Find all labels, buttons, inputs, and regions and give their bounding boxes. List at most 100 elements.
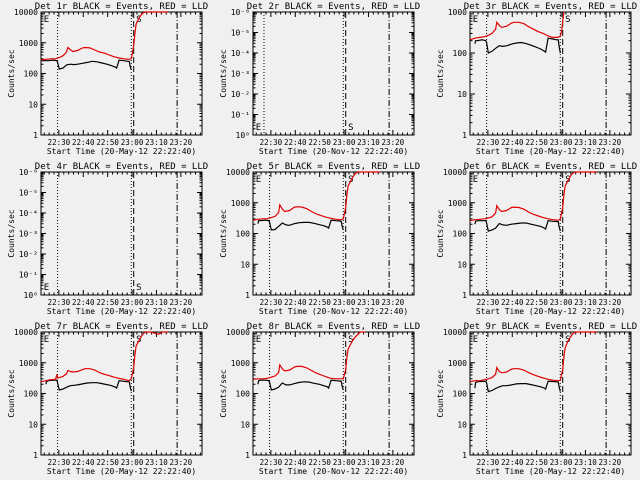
chart-title: Det 8r BLACK = Events, RED = LLD <box>247 322 420 332</box>
events-series-line <box>474 37 561 54</box>
x-tick-label: 22:30 <box>260 298 283 307</box>
y-tick-label: 10000 <box>443 168 467 177</box>
marker-s: S <box>565 335 570 345</box>
events-series-line <box>257 379 344 391</box>
x-tick-label: 22:40 <box>501 458 524 467</box>
marker-e: E <box>256 175 261 185</box>
x-tick-label: 23:20 <box>170 298 193 307</box>
x-axis-label: Start Time (20-Nov-12 22:22:40) <box>259 147 408 156</box>
marker-s: S <box>136 15 141 25</box>
x-tick-label: 23:20 <box>599 298 622 307</box>
y-tick-label: 1 <box>462 131 467 140</box>
y-tick-label: 1000 <box>231 199 250 208</box>
y-tick-label: 1000 <box>448 199 467 208</box>
x-axis-label: Start Time (20-May-12 22:22:40) <box>476 467 625 476</box>
y-tick-label: 10⁻⁶ <box>231 8 250 17</box>
y-tick-label: 10⁻⁶ <box>19 168 38 177</box>
plot-frame <box>252 331 415 456</box>
x-tick-label: 23:00 <box>121 458 144 467</box>
marker-s: S <box>565 15 570 25</box>
x-tick-label: 23:10 <box>574 458 597 467</box>
x-tick-label: 22:50 <box>525 138 548 147</box>
x-tick-label: 22:40 <box>284 138 307 147</box>
x-tick-label: 23:20 <box>599 138 622 147</box>
chart-title: Det 6r BLACK = Events, RED = LLD <box>464 162 637 172</box>
y-tick-label: 10⁻⁴ <box>231 49 250 58</box>
y-axis-label: Counts/sec <box>219 49 228 97</box>
marker-e: E <box>256 335 261 345</box>
x-axis-label: Start Time (20-May-12 22:22:40) <box>47 307 196 316</box>
y-tick-label: 1 <box>245 451 250 460</box>
x-tick-label: 22:40 <box>284 298 307 307</box>
y-tick-label: 1000 <box>448 359 467 368</box>
y-tick-label: 10⁻³ <box>231 70 250 79</box>
marker-e: E <box>44 283 49 293</box>
x-tick-label: 23:20 <box>599 458 622 467</box>
y-tick-label: 1 <box>462 291 467 300</box>
y-tick-label: 10⁻² <box>231 90 250 99</box>
x-tick-label: 23:10 <box>357 458 380 467</box>
lld-series-line <box>469 11 565 41</box>
y-tick-label: 10 <box>457 260 467 269</box>
y-tick-label: 100 <box>236 230 251 239</box>
x-tick-label: 23:10 <box>574 298 597 307</box>
chart-panel-3: Det 3r BLACK = Events, RED = LLD 1 10 100 10… <box>436 2 637 156</box>
lld-series-line <box>252 331 366 380</box>
y-tick-label: 1000 <box>448 8 467 17</box>
chart-title: Det 3r BLACK = Events, RED = LLD <box>464 2 637 12</box>
x-tick-label: 22:40 <box>501 138 524 147</box>
x-tick-label: 22:30 <box>48 138 71 147</box>
lld-series-line <box>40 11 168 61</box>
y-tick-label: 10⁻¹ <box>19 271 38 280</box>
chart-panel-9: Det 9r BLACK = Events, RED = LLD 1 10 100 10… <box>436 322 637 476</box>
lld-series-line <box>469 331 597 383</box>
x-tick-label: 23:00 <box>121 298 144 307</box>
x-tick-label: 22:50 <box>96 138 119 147</box>
y-tick-label: 10000 <box>14 328 38 337</box>
chart-panel-5: Det 5r BLACK = Events, RED = LLD 1 10 100 10… <box>219 162 420 316</box>
x-tick-label: 23:20 <box>170 138 193 147</box>
y-tick-label: 10⁻⁴ <box>19 209 38 218</box>
y-axis-label: Counts/sec <box>7 369 16 417</box>
y-tick-label: 100 <box>453 390 468 399</box>
y-tick-label: 100 <box>453 230 468 239</box>
x-tick-label: 22:30 <box>477 298 500 307</box>
marker-e: E <box>256 123 261 133</box>
y-tick-label: 10⁻⁵ <box>19 189 38 198</box>
x-tick-label: 23:10 <box>145 298 168 307</box>
x-tick-label: 22:50 <box>308 298 331 307</box>
x-tick-label: 22:40 <box>72 138 95 147</box>
y-axis-label: Counts/sec <box>7 209 16 257</box>
chart-title: Det 1r BLACK = Events, RED = LLD <box>35 2 208 12</box>
marker-e: E <box>473 335 478 345</box>
x-tick-label: 22:40 <box>284 458 307 467</box>
plot-frame <box>40 171 203 296</box>
plot-frame <box>469 11 632 136</box>
y-tick-label: 10 <box>240 260 250 269</box>
y-tick-label: 10 <box>240 420 250 429</box>
x-tick-label: 22:30 <box>260 138 283 147</box>
y-tick-label: 10 <box>28 100 38 109</box>
y-tick-label: 100 <box>453 49 468 58</box>
y-tick-label: 1 <box>462 451 467 460</box>
chart-title: Det 7r BLACK = Events, RED = LLD <box>35 322 208 332</box>
y-axis-label: Counts/sec <box>219 209 228 257</box>
x-tick-label: 23:00 <box>550 138 573 147</box>
chart-panel-2: Det 2r BLACK = Events, RED = LLD 10⁰ 10⁻¹ 1… <box>219 2 420 156</box>
marker-s: S <box>136 283 141 293</box>
x-tick-label: 22:50 <box>525 298 548 307</box>
x-tick-label: 22:40 <box>72 298 95 307</box>
y-axis-label: Counts/sec <box>436 369 445 417</box>
x-tick-label: 23:10 <box>574 138 597 147</box>
x-tick-label: 23:00 <box>550 458 573 467</box>
events-series-line <box>474 380 561 393</box>
y-tick-label: 1 <box>33 451 38 460</box>
y-tick-label: 1 <box>33 131 38 140</box>
y-tick-label: 10⁰ <box>236 131 250 140</box>
plot-frame <box>469 331 632 456</box>
lld-series-line <box>252 171 380 221</box>
x-tick-label: 23:10 <box>357 138 380 147</box>
plot-frame <box>40 11 203 136</box>
x-tick-label: 22:40 <box>72 458 95 467</box>
